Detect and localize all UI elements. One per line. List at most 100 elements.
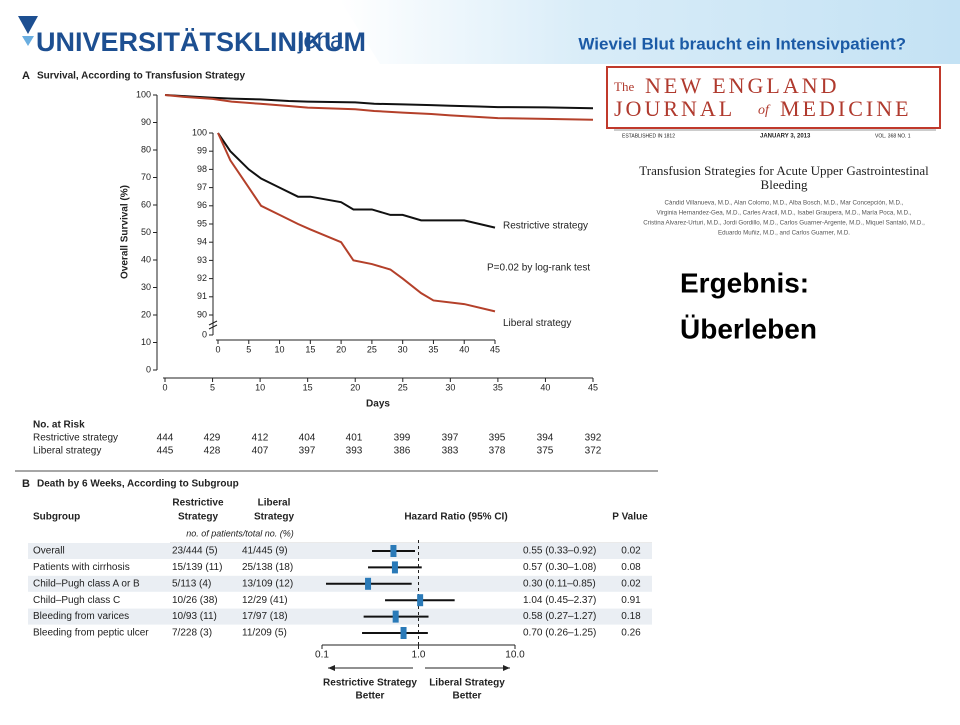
journal-meta: VOL. 368 NO. 1 <box>875 133 911 139</box>
masthead: of <box>758 103 771 118</box>
y-tick-label: 97 <box>197 182 207 192</box>
liberal-count: 17/97 (18) <box>242 611 288 622</box>
masthead: JOURNAL <box>614 96 735 121</box>
series-label: Restrictive strategy <box>503 220 588 231</box>
column-header: Strategy <box>178 512 218 523</box>
x-tick-label: 35 <box>493 382 503 392</box>
hr-point <box>390 545 397 557</box>
x-tick-label: 10.0 <box>505 650 525 661</box>
annotation: P=0.02 by log-rank test <box>487 263 590 274</box>
hr-label: 0.30 (0.11–0.85) <box>523 578 596 589</box>
y-tick-label: 0 <box>146 364 151 374</box>
risk-value: 445 <box>157 446 174 457</box>
risk-title: No. at Risk <box>33 420 85 431</box>
hr-point <box>391 561 398 574</box>
column-header: Restrictive <box>172 498 224 509</box>
y-tick-label: 90 <box>141 117 151 127</box>
article-title: Bleeding <box>761 177 808 192</box>
y-tick-label: 80 <box>141 144 151 154</box>
hr-label: 0.55 (0.33–0.92) <box>523 546 596 557</box>
favor-label: Liberal Strategy <box>429 678 505 689</box>
panel-title: Death by 6 Weeks, According to Subgroup <box>37 479 239 490</box>
author-line: Virginia Hernandez-Gea, M.D., Carles Ara… <box>656 210 911 217</box>
restrictive-count: 10/26 (38) <box>172 595 218 606</box>
risk-value: 399 <box>394 433 411 444</box>
subgroup: Child–Pugh class C <box>33 595 120 606</box>
hr-label: 0.57 (0.30–1.08) <box>523 562 596 573</box>
y-tick-label: 30 <box>141 282 151 292</box>
risk-row-label: Liberal strategy <box>33 446 101 457</box>
risk-value: 395 <box>489 433 506 444</box>
x-tick-label: 20 <box>350 382 360 392</box>
favor-label: Better <box>356 691 385 702</box>
p-value: 0.02 <box>621 578 641 589</box>
slide-title: Wieviel Blut braucht ein Intensivpatient… <box>578 34 906 53</box>
y-tick-label: 40 <box>141 254 151 264</box>
x-tick-label: 15 <box>303 382 313 392</box>
column-header: Hazard Ratio (95% CI) <box>404 512 507 523</box>
logo-mark-2 <box>22 36 34 46</box>
restrictive-count: 15/139 (11) <box>172 562 222 573</box>
y-tick-label: 60 <box>141 199 151 209</box>
y-tick-label: 98 <box>197 164 207 174</box>
x-tick-label: 25 <box>367 344 377 354</box>
risk-value: 378 <box>489 446 506 457</box>
journal-box <box>606 66 941 129</box>
hr-point <box>400 627 407 639</box>
y-tick-label: 96 <box>197 200 207 210</box>
y-tick-label: 100 <box>136 89 151 99</box>
x-tick-label: 10 <box>275 344 285 354</box>
column-header: P Value <box>612 512 648 523</box>
subgroup: Bleeding from varices <box>33 611 129 622</box>
x-tick-label: 30 <box>445 382 455 392</box>
author-line: Eduardo Muñiz, M.D., and Carlos Guarner,… <box>718 230 850 237</box>
risk-value: 375 <box>537 446 554 457</box>
x-tick-label: 0 <box>215 344 220 354</box>
risk-value: 404 <box>299 433 316 444</box>
risk-value: 393 <box>346 446 363 457</box>
risk-value: 392 <box>585 433 602 444</box>
x-axis-label: Days <box>366 399 390 410</box>
survival-line <box>164 94 594 121</box>
x-tick-label: 30 <box>398 344 408 354</box>
y-tick-label: 92 <box>197 273 207 283</box>
logo-mark <box>18 16 38 34</box>
survival-line <box>217 132 496 229</box>
masthead: MEDICINE <box>780 96 912 121</box>
x-tick-label: 40 <box>459 344 469 354</box>
column-header: Liberal <box>258 498 291 509</box>
liberal-count: 13/109 (12) <box>242 578 293 589</box>
restrictive-count: 7/228 (3) <box>172 628 212 639</box>
panel-title: Survival, According to Transfusion Strat… <box>37 71 245 82</box>
liberal-count: 11/209 (5) <box>242 628 287 639</box>
y-tick-label: 0 <box>202 329 207 339</box>
y-tick-label: 90 <box>197 309 207 319</box>
x-tick-label: 5 <box>210 382 215 392</box>
column-header: Strategy <box>254 512 294 523</box>
y-tick-label: 93 <box>197 255 207 265</box>
x-tick-label: 45 <box>490 344 500 354</box>
masthead: The <box>614 79 634 94</box>
hr-point <box>417 594 424 607</box>
risk-value: 386 <box>394 446 411 457</box>
y-tick-label: 94 <box>197 237 207 247</box>
y-tick-label: 100 <box>192 127 207 137</box>
survival-line <box>217 132 496 313</box>
y-tick-label: 20 <box>141 309 151 319</box>
axis-break <box>208 320 218 330</box>
p-value: 0.18 <box>621 611 641 622</box>
liberal-count: 12/29 (41) <box>242 595 288 606</box>
x-tick-label: 0 <box>162 382 167 392</box>
y-tick-label: 99 <box>197 146 207 156</box>
y-tick-label: 50 <box>141 227 151 237</box>
x-tick-label: 20 <box>336 344 346 354</box>
author-line: Càndid Villanueva, M.D., Alan Colomo, M.… <box>665 200 904 207</box>
p-value: 0.08 <box>621 562 641 573</box>
y-tick-label: 70 <box>141 172 151 182</box>
journal-meta: ESTABLISHED IN 1812 <box>622 133 675 139</box>
article-title: Transfusion Strategies for Acute Upper G… <box>639 163 929 178</box>
subgroup: Bleeding from peptic ulcer <box>33 628 149 639</box>
risk-value: 428 <box>204 446 221 457</box>
logo-suffix: jena <box>297 27 344 54</box>
column-header: Subgroup <box>33 512 80 523</box>
